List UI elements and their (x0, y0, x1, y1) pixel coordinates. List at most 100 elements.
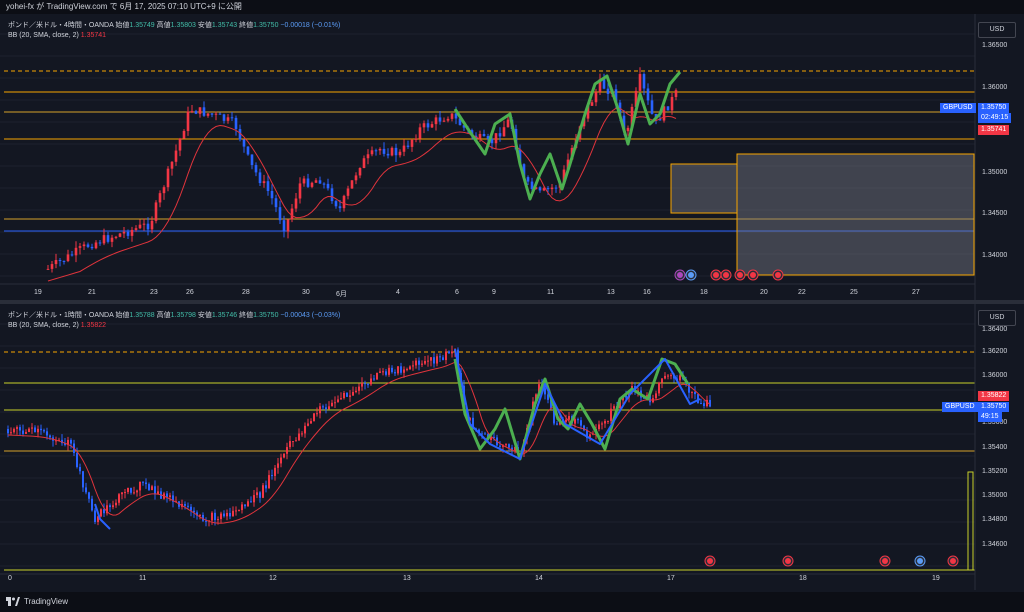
candle-body (556, 423, 558, 425)
candle-body (91, 498, 93, 511)
candle-body (601, 423, 603, 425)
chart-pane-4h[interactable]: ポンド／米ドル・4時間・OANDA 始値1.35749 高値1.35803 安値… (0, 14, 1024, 300)
high-value: 1.35803 (170, 22, 196, 29)
candle-body (110, 237, 114, 242)
candle-body (306, 178, 310, 187)
tradingview-logo[interactable]: TradingView (6, 596, 68, 607)
candle-body (438, 117, 442, 122)
candle-body (226, 117, 230, 121)
chart-pane-1h[interactable]: ポンド／米ドル・1時間・OANDA 始値1.35788 高値1.35798 安値… (0, 304, 1024, 590)
last-price-tag: 1.35750 (978, 402, 1010, 412)
candle-body (391, 367, 393, 373)
bb-legend-1h[interactable]: BB (20, SMA, close, 2) 1.35822 (8, 322, 106, 329)
candle-body (661, 378, 663, 383)
currency-button[interactable]: USD (978, 310, 1016, 326)
candle-body (502, 445, 504, 447)
candle-body (522, 164, 526, 178)
candle-body (13, 428, 15, 433)
candle-body (325, 407, 327, 410)
candle-body (590, 102, 594, 106)
candle-body (666, 106, 670, 111)
candle-body (290, 208, 294, 220)
candle-body (594, 91, 598, 103)
candle-body (454, 113, 458, 119)
candle-body (122, 231, 126, 234)
bb-label: BB (20, SMA, close, 2) (8, 322, 79, 329)
candle-body (121, 492, 123, 495)
bb-tag: 1.35822 (978, 391, 1010, 401)
candle-body (568, 416, 570, 420)
candle-body (220, 513, 222, 520)
candle-body (586, 430, 588, 439)
chart-canvas-1h[interactable] (0, 304, 1024, 590)
candle-body (574, 419, 576, 424)
candle-body (445, 351, 447, 361)
candle-body (313, 413, 315, 422)
candle-body (301, 433, 303, 435)
candle-body (182, 130, 186, 139)
candle-body (358, 168, 362, 176)
candle-body (145, 482, 147, 485)
candle-body (280, 457, 282, 464)
candle-body (310, 182, 314, 187)
candle-body (598, 79, 602, 92)
candle-body (418, 127, 422, 139)
date-label: 13 (607, 289, 615, 296)
price-axis-label: 1.36500 (982, 42, 1008, 49)
price-axis-label: 1.34500 (982, 210, 1008, 217)
candle-body (451, 351, 453, 354)
candle-body (88, 492, 90, 499)
candle-body (415, 360, 417, 366)
drawn-wave-line (453, 357, 690, 461)
pane-separator[interactable] (0, 300, 1024, 304)
candle-body (202, 107, 206, 116)
candle-body (490, 138, 494, 144)
candle-body (229, 512, 231, 517)
candle-body (580, 420, 582, 426)
open-label: 始値 (115, 312, 130, 319)
candle-body (376, 372, 378, 380)
candle-body (362, 158, 366, 169)
chart-canvas-4h[interactable] (0, 14, 1024, 300)
candle-body (190, 506, 192, 511)
candle-body (490, 436, 492, 441)
candle-body (226, 512, 228, 517)
bb-legend-4h[interactable]: BB (20, SMA, close, 2) 1.35741 (8, 32, 106, 39)
date-label: 11 (547, 289, 555, 296)
candle-body (114, 236, 118, 238)
candle-body (638, 74, 642, 91)
candle-body (626, 127, 630, 132)
candle-body (586, 105, 590, 119)
candle-body (70, 439, 72, 444)
high-value: 1.35798 (170, 312, 196, 319)
candle-body (446, 118, 450, 121)
candle-body (400, 366, 402, 373)
candle-body (494, 133, 498, 144)
date-label: 13 (403, 575, 411, 582)
candle-body (186, 111, 190, 131)
candle-body (150, 220, 154, 230)
candle-body (307, 423, 309, 426)
candle-body (172, 495, 174, 502)
date-label: 27 (912, 289, 920, 296)
candle-body (658, 118, 662, 121)
candle-body (235, 510, 237, 512)
last-price-tag: 1.35750 (978, 103, 1010, 113)
candle-body (430, 357, 432, 361)
candle-body (70, 254, 74, 256)
currency-button[interactable]: USD (978, 22, 1016, 38)
bb-value: 1.35741 (80, 32, 107, 39)
candle-body (102, 235, 106, 244)
candle-body (166, 168, 170, 188)
event-flag-icon (737, 272, 743, 278)
price-axis-label: 1.34000 (982, 252, 1008, 259)
date-label: 9 (492, 289, 496, 296)
price-axis-label: 1.36000 (982, 372, 1008, 379)
candle-body (688, 383, 690, 393)
price-axis-label: 1.35200 (982, 468, 1008, 475)
candle-body (566, 159, 570, 170)
candle-body (618, 102, 622, 116)
candle-body (322, 183, 326, 185)
candle-body (162, 187, 166, 194)
candle-body (508, 444, 510, 448)
